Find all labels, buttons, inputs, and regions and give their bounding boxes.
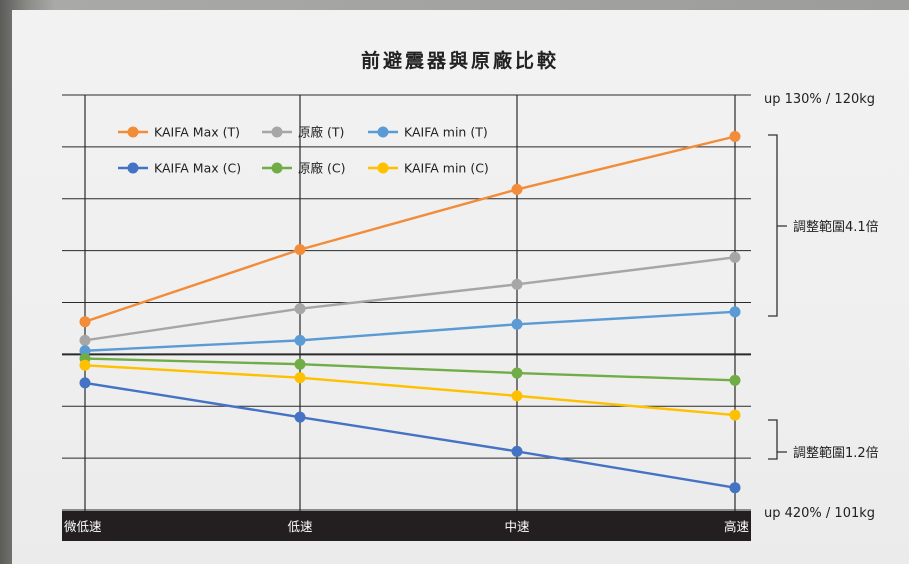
lower-range-label: 調整範圍1.2倍 — [793, 446, 879, 461]
x-tick-labels: 微低速 低速 中速 高速 — [64, 519, 749, 534]
data-point — [729, 409, 741, 421]
lower-range-bracket — [768, 419, 787, 460]
legend-swatch-dot — [127, 162, 139, 174]
data-point — [294, 244, 306, 256]
legend-swatch-dot — [377, 162, 389, 174]
data-point — [729, 482, 741, 494]
legend-swatch-dot — [377, 126, 389, 138]
x-axis-band — [62, 511, 751, 541]
x-tick-label: 微低速 — [64, 519, 102, 534]
data-point — [79, 377, 91, 389]
legend-swatch-dot — [127, 126, 139, 138]
data-point — [511, 318, 523, 330]
series-line — [84, 256, 736, 342]
x-tick-label: 中速 — [504, 519, 530, 534]
upper-range-bracket — [768, 134, 787, 317]
series-line — [84, 135, 736, 323]
data-point — [511, 183, 523, 195]
series-line — [84, 381, 736, 489]
data-point — [79, 345, 91, 357]
series-line — [84, 364, 736, 417]
data-point — [79, 359, 91, 371]
gridlines — [62, 94, 751, 511]
series-group — [79, 131, 741, 494]
data-point — [294, 372, 306, 384]
data-point — [729, 131, 741, 142]
data-point — [511, 367, 523, 379]
data-point — [294, 411, 306, 423]
legend-label: 原廠 (C) — [298, 161, 345, 176]
legend-label: KAIFA Max (T) — [154, 125, 240, 140]
data-point — [729, 251, 741, 263]
legend-label: KAIFA min (C) — [404, 161, 489, 176]
legend: KAIFA Max (T) 原廠 (T) KAIFA min (T) KAIFA Ma… — [118, 125, 489, 176]
upper-range-label: 調整範圍4.1倍 — [793, 220, 879, 235]
legend-swatch-dot — [271, 162, 283, 174]
legend-swatch-dot — [271, 126, 283, 138]
legend-label: 原廠 (T) — [298, 125, 344, 140]
x-tick-label: 低速 — [287, 519, 313, 534]
data-point — [294, 358, 306, 370]
chart-title: 前避震器與原廠比較 — [361, 49, 559, 72]
data-point — [79, 334, 91, 346]
series-line — [84, 357, 736, 382]
data-point — [79, 316, 91, 328]
data-point — [511, 278, 523, 290]
series-line — [84, 310, 736, 352]
data-point — [729, 306, 741, 318]
data-point — [729, 374, 741, 386]
legend-label: KAIFA min (T) — [404, 125, 488, 140]
data-point — [294, 334, 306, 346]
data-point — [294, 303, 306, 315]
x-tick-label: 高速 — [724, 519, 750, 534]
data-point — [511, 445, 523, 457]
bottom-annotation: up 420% / 101kg — [764, 506, 875, 521]
top-annotation: up 130% / 120kg — [764, 92, 875, 107]
legend-label: KAIFA Max (C) — [154, 161, 241, 176]
chart-card — [12, 10, 909, 564]
data-point — [511, 390, 523, 402]
